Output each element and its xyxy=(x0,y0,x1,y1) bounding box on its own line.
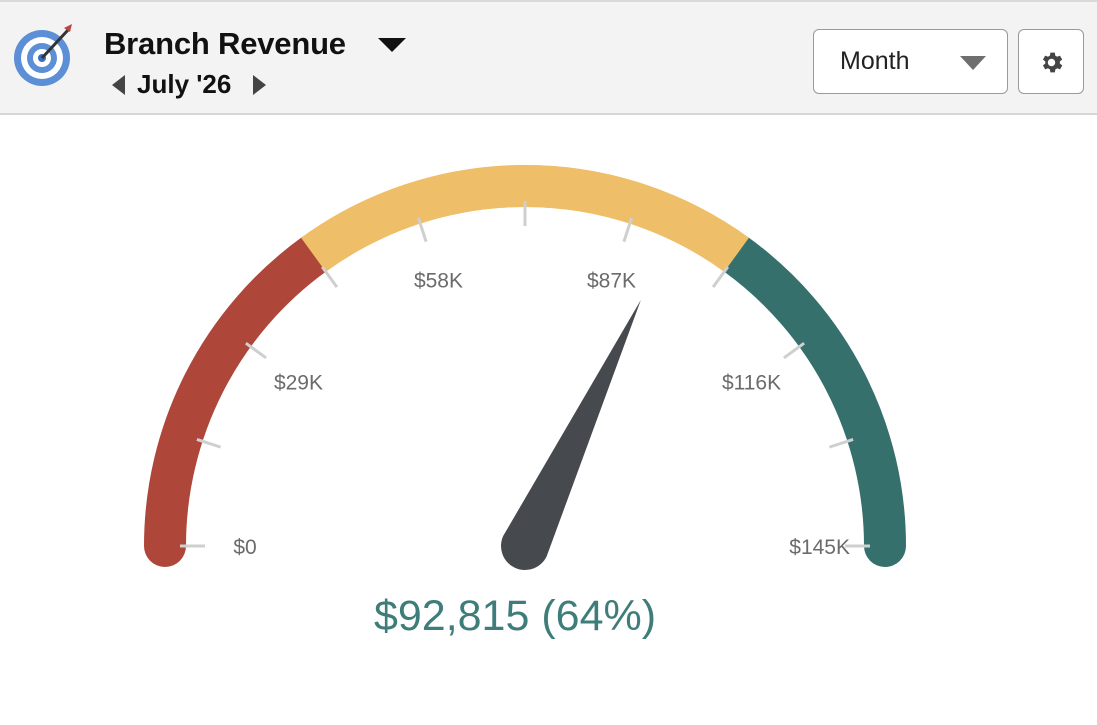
gauge-tick xyxy=(783,342,805,360)
gauge-tick xyxy=(828,437,854,449)
gauge-tick-label: $0 xyxy=(233,536,256,559)
gauge-tick xyxy=(711,266,729,288)
granularity-select[interactable]: Month xyxy=(813,29,1008,94)
gauge-band xyxy=(301,165,749,272)
gauge-tick xyxy=(196,437,222,449)
gauge-band xyxy=(144,233,335,567)
gauge-tick xyxy=(622,217,634,243)
caret-down-icon xyxy=(960,56,986,70)
chevron-right-icon[interactable] xyxy=(253,75,266,95)
settings-button[interactable] xyxy=(1018,29,1084,94)
caret-down-icon[interactable] xyxy=(378,38,406,52)
granularity-value: Month xyxy=(840,47,910,75)
gauge-tick-label: $116K xyxy=(722,371,781,394)
gauge-tick-label: $58K xyxy=(414,270,463,293)
page-title: Branch Revenue xyxy=(104,26,346,61)
gauge-value-readout: $92,815 (64%) xyxy=(373,592,657,640)
gauge-tick-label: $145K xyxy=(789,536,850,559)
period-label: July '26 xyxy=(137,69,232,99)
chevron-left-icon[interactable] xyxy=(112,75,125,95)
gauge-tick-label: $87K xyxy=(587,270,636,293)
gauge-tick xyxy=(321,266,339,288)
target-icon xyxy=(14,24,72,86)
header-bar: Branch Revenue July '26 Month xyxy=(0,0,1097,115)
gauge-tick xyxy=(245,342,267,360)
revenue-gauge: $0 $29K $58K $87K $116K $145K xyxy=(144,165,906,570)
gauge-tick xyxy=(416,217,428,243)
gauge-tick-label: $29K xyxy=(274,371,323,394)
gauge-needle xyxy=(501,299,641,570)
gear-icon xyxy=(1042,52,1063,73)
gauge-band xyxy=(715,233,906,567)
